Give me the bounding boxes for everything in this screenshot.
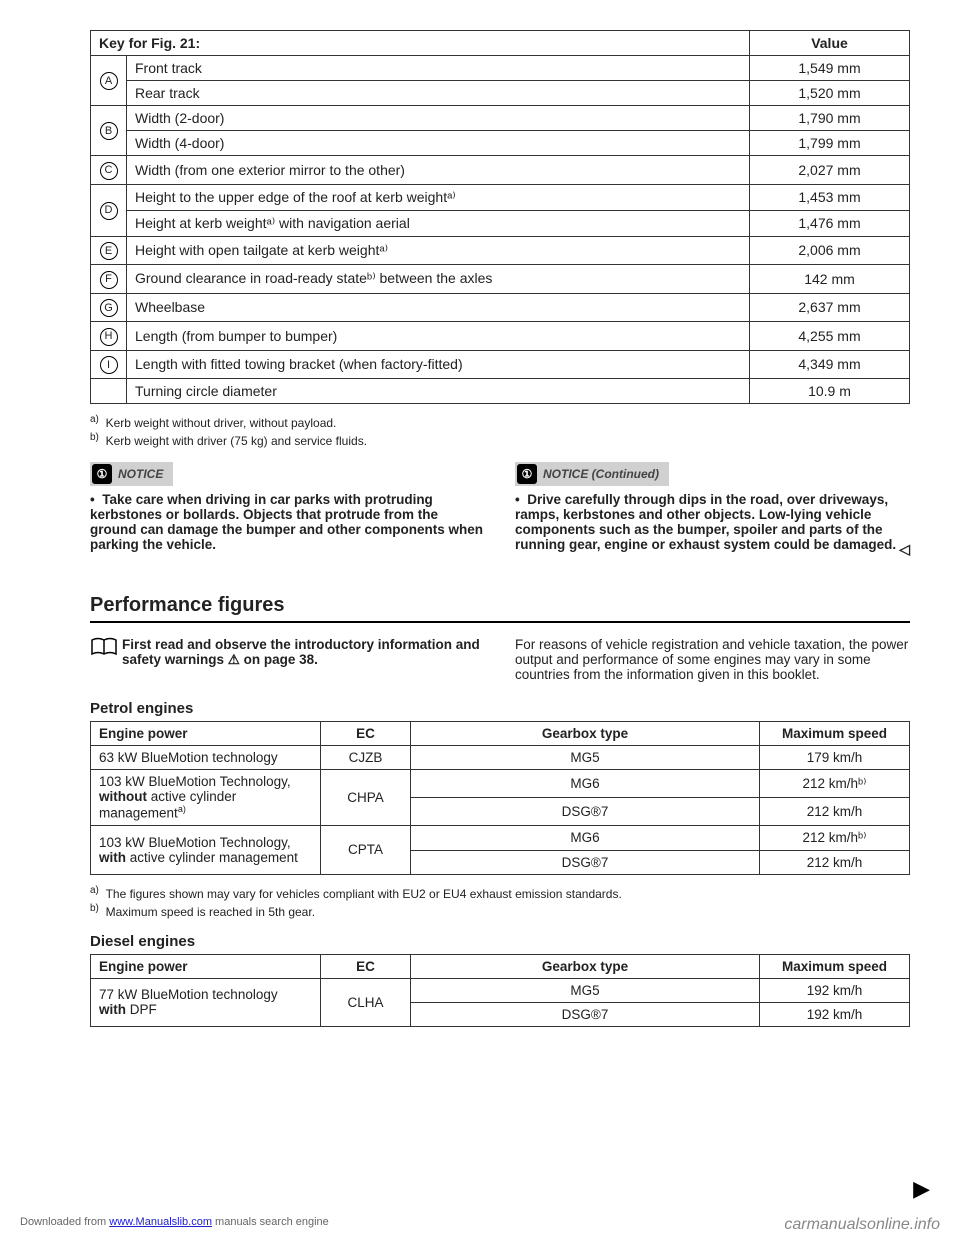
row-value: 1,476 mm (750, 210, 910, 236)
row-desc: Length (from bumper to bumper) (127, 322, 750, 351)
notice-continued-label: NOTICE (Continued) (543, 467, 659, 481)
diesel-th-ec: EC (321, 954, 411, 978)
table-row: 63 kW BlueMotion technology CJZB MG5 179… (91, 746, 910, 770)
table-row: Height at kerb weightᵃ⁾ with navigation … (91, 210, 910, 236)
notice-label: NOTICE (118, 467, 163, 481)
table-row: CWidth (from one exterior mirror to the … (91, 156, 910, 185)
info-icon: ① (517, 464, 537, 484)
intro-right-text: For reasons of vehicle registration and … (515, 637, 910, 682)
row-value: 1,790 mm (750, 106, 910, 131)
row-marker: H (91, 322, 127, 351)
row-desc: Length with fitted towing bracket (when … (127, 350, 750, 379)
row-desc: Height at kerb weightᵃ⁾ with navigation … (127, 210, 750, 236)
dims-header-value: Value (750, 31, 910, 56)
row-value: 4,349 mm (750, 350, 910, 379)
notice-badge-continued: ① NOTICE (Continued) (515, 462, 669, 486)
dims-footnotes: a) Kerb weight without driver, without p… (90, 414, 910, 448)
row-value: 142 mm (750, 265, 910, 294)
row-marker: F (91, 265, 127, 294)
table-row: GWheelbase2,637 mm (91, 293, 910, 322)
table-row: EHeight with open tailgate at kerb weigh… (91, 236, 910, 265)
row-desc: Height to the upper edge of the roof at … (127, 184, 750, 210)
end-triangle-icon: ◁ (899, 541, 910, 558)
row-value: 2,637 mm (750, 293, 910, 322)
row-desc: Wheelbase (127, 293, 750, 322)
petrol-foot-b: Maximum speed is reached in 5th gear. (106, 905, 315, 919)
row-value: 4,255 mm (750, 322, 910, 351)
notice-text-left: • Take care when driving in car parks wi… (90, 492, 485, 552)
row-value: 1,799 mm (750, 131, 910, 156)
table-row: Width (4-door)1,799 mm (91, 131, 910, 156)
footer-left-post: manuals search engine (212, 1216, 329, 1228)
row-desc: Front track (127, 56, 750, 81)
row-desc: Width (2-door) (127, 106, 750, 131)
row-desc: Width (from one exterior mirror to the o… (127, 156, 750, 185)
row-desc: Turning circle diameter (127, 379, 750, 404)
diesel-th-speed: Maximum speed (760, 954, 910, 978)
row-value: 10.9 m (750, 379, 910, 404)
row-value: 1,549 mm (750, 56, 910, 81)
row-desc: Height with open tailgate at kerb weight… (127, 236, 750, 265)
petrol-footnotes: a) The figures shown may vary for vehicl… (90, 885, 910, 919)
table-row: 103 kW BlueMotion Technology,with active… (91, 825, 910, 850)
row-value: 1,520 mm (750, 81, 910, 106)
section-rule (90, 621, 910, 623)
table-row: HLength (from bumper to bumper)4,255 mm (91, 322, 910, 351)
table-row: AFront track1,549 mm (91, 56, 910, 81)
row-value: 2,027 mm (750, 156, 910, 185)
row-marker (91, 379, 127, 404)
table-row: 77 kW BlueMotion technologywith DPF CLHA… (91, 978, 910, 1002)
page-footer: Downloaded from www.Manualslib.com manua… (0, 1216, 960, 1234)
petrol-th-ec: EC (321, 722, 411, 746)
diesel-th-gear: Gearbox type (411, 954, 760, 978)
dimensions-table: Key for Fig. 21: Value AFront track1,549… (90, 30, 910, 404)
book-icon (90, 637, 118, 657)
row-marker: G (91, 293, 127, 322)
footnote-a: Kerb weight without driver, without payl… (106, 416, 337, 430)
petrol-heading: Petrol engines (90, 700, 910, 717)
table-row: FGround clearance in road-ready stateᵇ⁾ … (91, 265, 910, 294)
row-marker: D (91, 184, 127, 236)
petrol-th-speed: Maximum speed (760, 722, 910, 746)
diesel-th-power: Engine power (91, 954, 321, 978)
diesel-heading: Diesel engines (90, 933, 910, 950)
row-value: 2,006 mm (750, 236, 910, 265)
row-marker: A (91, 56, 127, 106)
dims-header-key: Key for Fig. 21: (91, 31, 750, 56)
diesel-table: Engine power EC Gearbox type Maximum spe… (90, 954, 910, 1027)
next-page-arrow-icon: ▶ (913, 1176, 930, 1202)
row-marker: I (91, 350, 127, 379)
row-value: 1,453 mm (750, 184, 910, 210)
petrol-th-power: Engine power (91, 722, 321, 746)
row-marker: B (91, 106, 127, 156)
table-row: Rear track1,520 mm (91, 81, 910, 106)
table-row: Turning circle diameter10.9 m (91, 379, 910, 404)
table-row: BWidth (2-door)1,790 mm (91, 106, 910, 131)
notice-badge: ① NOTICE (90, 462, 173, 486)
footnote-b: Kerb weight with driver (75 kg) and serv… (106, 434, 367, 448)
footer-left-pre: Downloaded from (20, 1216, 109, 1228)
footer-right: carmanualsonline.info (784, 1216, 940, 1234)
petrol-foot-a: The figures shown may vary for vehicles … (106, 887, 622, 901)
info-icon: ① (92, 464, 112, 484)
table-row: 103 kW BlueMotion Technology,without act… (91, 770, 910, 798)
petrol-th-gear: Gearbox type (411, 722, 760, 746)
row-desc: Ground clearance in road-ready stateᵇ⁾ b… (127, 265, 750, 294)
row-marker: E (91, 236, 127, 265)
intro-left-text: First read and observe the introductory … (122, 637, 485, 668)
table-row: ILength with fitted towing bracket (when… (91, 350, 910, 379)
performance-heading: Performance figures (90, 594, 910, 617)
row-marker: C (91, 156, 127, 185)
manualslib-link[interactable]: www.Manualslib.com (109, 1216, 212, 1228)
row-desc: Width (4-door) (127, 131, 750, 156)
row-desc: Rear track (127, 81, 750, 106)
table-row: DHeight to the upper edge of the roof at… (91, 184, 910, 210)
notice-text-right: • Drive carefully through dips in the ro… (515, 492, 910, 552)
petrol-table: Engine power EC Gearbox type Maximum spe… (90, 721, 910, 875)
